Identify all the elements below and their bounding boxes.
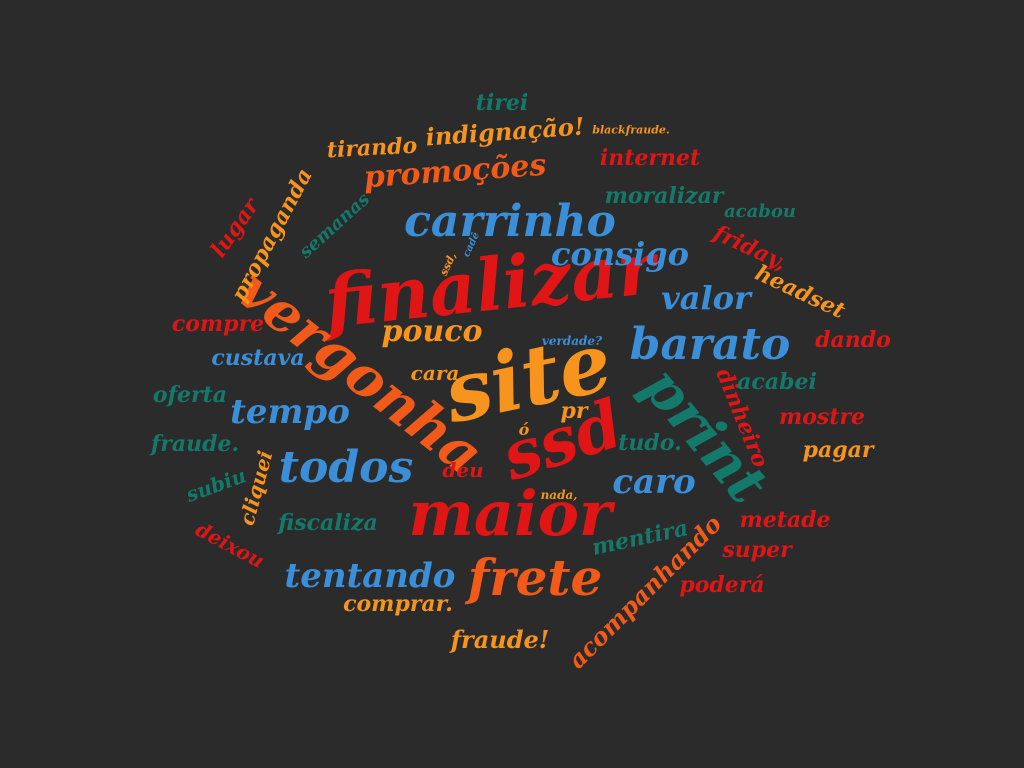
- word: tirando: [326, 132, 418, 164]
- word: semanas: [295, 188, 375, 263]
- word: compre: [171, 311, 265, 337]
- word: mostre: [778, 404, 866, 430]
- word: subiu: [182, 463, 250, 507]
- word: acabou: [724, 201, 796, 222]
- word: todos: [278, 442, 414, 493]
- word: pouco: [381, 314, 483, 349]
- word: dando: [815, 327, 891, 353]
- word: fraude.: [150, 431, 240, 457]
- word: fraude!: [450, 625, 550, 654]
- word: custava: [211, 345, 305, 371]
- word: tentando: [284, 556, 456, 596]
- word: verdade?: [541, 334, 603, 348]
- word: carrinho: [404, 196, 616, 247]
- word: blackfraude.: [592, 123, 670, 137]
- word: consigo: [551, 235, 689, 273]
- word: acabei: [737, 369, 817, 395]
- word: pr: [560, 398, 588, 424]
- word: valor: [661, 279, 751, 317]
- word: tempo: [230, 392, 350, 432]
- word: barato: [629, 319, 791, 370]
- word: tudo.: [618, 430, 682, 456]
- word: pagar: [802, 437, 874, 463]
- word: cara: [410, 361, 460, 385]
- word: indignação!: [424, 111, 586, 152]
- word: oferta: [152, 382, 228, 408]
- word: metade: [739, 507, 831, 533]
- word: caro: [612, 462, 696, 502]
- word: poderá: [679, 572, 765, 598]
- word: frete: [467, 548, 603, 607]
- word: super: [722, 537, 792, 563]
- word: cliquei: [234, 448, 278, 528]
- word: internet: [599, 145, 701, 171]
- word: ó: [518, 420, 530, 439]
- word: comprar.: [343, 591, 453, 617]
- word: deu: [442, 458, 484, 482]
- word: nada,: [540, 488, 578, 502]
- word: maior: [408, 477, 612, 550]
- word: tirei: [475, 90, 529, 116]
- word: fiscaliza: [278, 510, 378, 536]
- word: headset: [750, 259, 850, 325]
- word: moralizar: [604, 183, 724, 209]
